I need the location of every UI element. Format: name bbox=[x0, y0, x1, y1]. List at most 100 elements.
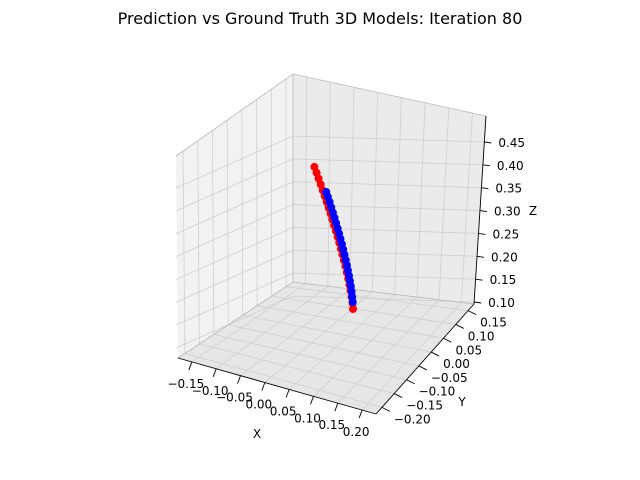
z-tick-mark bbox=[484, 141, 492, 144]
z-axis-label: Z bbox=[529, 204, 537, 218]
z-tick-label: 0.10 bbox=[488, 296, 515, 310]
z-tick-label: 0.20 bbox=[491, 250, 518, 264]
x-grid-wall bbox=[394, 97, 402, 295]
z-tick-label: 0.45 bbox=[498, 136, 525, 150]
x-tick-mark bbox=[285, 389, 290, 398]
z-grid-right bbox=[292, 227, 479, 234]
y-tick-mark bbox=[406, 379, 415, 385]
z-grid-left bbox=[175, 181, 294, 235]
y-tick-label: 0.00 bbox=[443, 357, 470, 371]
z-grid-right bbox=[292, 158, 483, 166]
z-tick-label: 0.25 bbox=[493, 227, 520, 241]
y-grid-floor bbox=[228, 324, 419, 367]
x-tick-label: 0.15 bbox=[318, 418, 345, 432]
z-grid-left bbox=[175, 249, 294, 303]
x-tick-mark bbox=[310, 396, 314, 405]
z-tick-label: 0.40 bbox=[497, 159, 524, 173]
x-tick-label: 0.20 bbox=[343, 425, 370, 439]
x-tick-label: 0.00 bbox=[245, 398, 272, 412]
z-tick-label: 0.35 bbox=[495, 182, 522, 196]
y-tick-label: 0.05 bbox=[455, 343, 482, 357]
z-grid-right bbox=[292, 181, 482, 189]
z-grid-right bbox=[292, 204, 480, 211]
y-tick-mark bbox=[418, 365, 428, 371]
axis-lines bbox=[177, 115, 487, 415]
x-tick-mark bbox=[237, 375, 241, 384]
x-tick-mark bbox=[261, 382, 266, 391]
z-tick-mark bbox=[474, 301, 482, 304]
x-grid-floor bbox=[337, 299, 440, 404]
x-grid-wall bbox=[460, 113, 473, 303]
y-tick-label: 0.15 bbox=[480, 316, 507, 330]
y-tick-mark bbox=[393, 393, 403, 398]
left-back-pane bbox=[176, 74, 293, 358]
floor-pane bbox=[178, 282, 474, 414]
y-grid-floor bbox=[213, 333, 407, 381]
y-grid-floor bbox=[199, 343, 395, 394]
z-grid-left bbox=[175, 272, 294, 326]
x-axis-label: X bbox=[253, 427, 261, 441]
pane-edge-floor bbox=[177, 281, 475, 359]
y-grid-floor bbox=[184, 353, 382, 408]
chart-title: Prediction vs Ground Truth 3D Models: It… bbox=[118, 9, 523, 28]
data-points bbox=[310, 162, 357, 313]
x-grid-floor bbox=[191, 283, 306, 363]
z-tick-mark bbox=[475, 278, 483, 281]
z-tick-mark bbox=[481, 187, 489, 190]
x-tick-label: −0.10 bbox=[192, 384, 229, 398]
z-grid-right bbox=[292, 135, 485, 143]
z-grid-left bbox=[175, 227, 294, 280]
x-tick-mark bbox=[358, 409, 363, 419]
z-grid-left bbox=[175, 135, 294, 189]
z-tick-mark bbox=[476, 255, 485, 258]
y-tick-label: 0.10 bbox=[468, 329, 495, 343]
z-tick-label: 0.30 bbox=[494, 205, 521, 219]
z-tick-mark bbox=[479, 210, 488, 213]
x-grid-wall bbox=[438, 107, 450, 300]
x-grid-floor bbox=[313, 296, 418, 397]
x-grid-floor bbox=[361, 302, 462, 411]
z-grid-left bbox=[175, 204, 294, 257]
z-tick-label: 0.15 bbox=[490, 273, 517, 287]
z-grid-right bbox=[292, 272, 476, 280]
y-tick-mark bbox=[430, 351, 440, 357]
x-grid-wall bbox=[416, 102, 426, 298]
x-tick-mark bbox=[334, 403, 339, 412]
y-grid-floor bbox=[257, 305, 444, 339]
x-tick-mark bbox=[188, 361, 193, 371]
y-tick-mark bbox=[381, 406, 391, 412]
x-grid-floor bbox=[288, 294, 395, 390]
x-grid-wall bbox=[349, 87, 355, 289]
x-tick-label: 0.10 bbox=[294, 411, 321, 425]
z-tick-mark bbox=[482, 164, 490, 167]
z-grid-left bbox=[175, 295, 294, 349]
data-point bbox=[349, 305, 357, 313]
data-point bbox=[310, 162, 319, 171]
z-axis-line bbox=[473, 115, 487, 305]
y-grid-wall bbox=[212, 130, 215, 335]
y-grid-wall bbox=[241, 109, 244, 316]
y-tick-label: −0.20 bbox=[394, 412, 431, 426]
y-grid-wall bbox=[197, 140, 200, 344]
x-axis-line bbox=[177, 357, 377, 415]
y-tick-mark bbox=[455, 324, 465, 329]
y-tick-mark bbox=[467, 310, 477, 316]
x-tick-label: 0.05 bbox=[270, 404, 297, 418]
pane-edges bbox=[175, 73, 487, 359]
x-tick-label: −0.15 bbox=[167, 377, 204, 391]
y-grid-wall bbox=[226, 120, 229, 325]
z-grid-right bbox=[292, 249, 478, 257]
x-grid-wall bbox=[371, 92, 379, 292]
x-tick-mark bbox=[212, 368, 217, 377]
tick-marks bbox=[188, 141, 492, 419]
y-tick-label: −0.10 bbox=[419, 385, 456, 399]
z-grid-right bbox=[292, 295, 475, 303]
z-grid-left bbox=[175, 158, 294, 212]
x-grid-floor bbox=[215, 285, 329, 370]
axis-panes bbox=[176, 74, 486, 414]
x-grid-wall bbox=[305, 76, 307, 284]
y-tick-mark bbox=[443, 337, 452, 343]
tick-labels: −0.15−0.10−0.050.000.050.100.150.20−0.20… bbox=[167, 136, 525, 439]
